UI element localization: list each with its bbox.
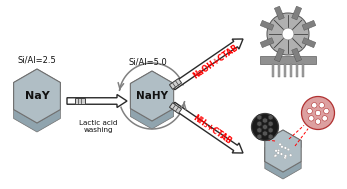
Circle shape [284,147,287,149]
Polygon shape [257,115,262,120]
Circle shape [302,97,335,129]
Circle shape [252,114,279,140]
Circle shape [282,28,294,40]
Polygon shape [265,130,301,172]
Text: Lactic acid
washing: Lactic acid washing [79,120,117,133]
Circle shape [274,155,276,157]
Circle shape [284,156,286,159]
Circle shape [289,154,292,156]
Circle shape [275,149,277,152]
Polygon shape [263,118,268,123]
Polygon shape [302,20,316,30]
Polygon shape [257,127,262,133]
Circle shape [267,13,309,55]
Polygon shape [268,121,273,127]
Text: NaY: NaY [25,91,49,101]
Polygon shape [268,127,273,133]
Circle shape [279,143,281,146]
Polygon shape [14,69,60,123]
Polygon shape [268,115,273,120]
Polygon shape [302,64,304,77]
Polygon shape [260,38,274,48]
Polygon shape [302,38,316,48]
Polygon shape [268,134,273,139]
Circle shape [274,154,277,157]
Polygon shape [296,64,298,77]
Circle shape [284,155,287,157]
Polygon shape [257,134,262,139]
Polygon shape [14,69,60,132]
Circle shape [287,148,290,151]
Polygon shape [292,6,302,20]
Text: NH₃+CTAB: NH₃+CTAB [191,114,233,146]
Circle shape [312,103,317,108]
Circle shape [307,108,312,114]
Polygon shape [290,64,292,77]
Polygon shape [75,98,85,104]
Polygon shape [260,20,274,30]
Polygon shape [260,56,316,64]
Polygon shape [169,78,181,89]
Polygon shape [278,64,280,77]
Polygon shape [274,48,284,62]
Polygon shape [265,130,301,179]
Text: NaHY: NaHY [136,91,168,101]
Circle shape [324,108,329,114]
FancyArrow shape [171,102,243,153]
Polygon shape [272,64,274,77]
Text: NaOH+CTAB: NaOH+CTAB [191,43,240,81]
FancyArrow shape [67,94,127,108]
Polygon shape [263,131,268,136]
Polygon shape [284,64,286,77]
Polygon shape [263,124,268,130]
Circle shape [277,149,280,152]
Polygon shape [257,121,262,127]
FancyArrow shape [171,39,243,90]
Circle shape [322,116,328,121]
Circle shape [280,153,283,155]
Circle shape [319,103,324,108]
Text: Si/Al=2.5: Si/Al=2.5 [18,56,56,64]
Circle shape [315,119,321,124]
Circle shape [284,155,287,158]
Polygon shape [169,103,181,114]
Polygon shape [130,71,174,121]
Circle shape [308,116,314,121]
Text: Si/Al=5.0: Si/Al=5.0 [129,57,167,67]
Polygon shape [130,71,174,129]
Circle shape [277,152,279,154]
Circle shape [315,110,321,116]
Polygon shape [274,6,284,20]
Circle shape [281,146,283,148]
Polygon shape [292,48,302,62]
